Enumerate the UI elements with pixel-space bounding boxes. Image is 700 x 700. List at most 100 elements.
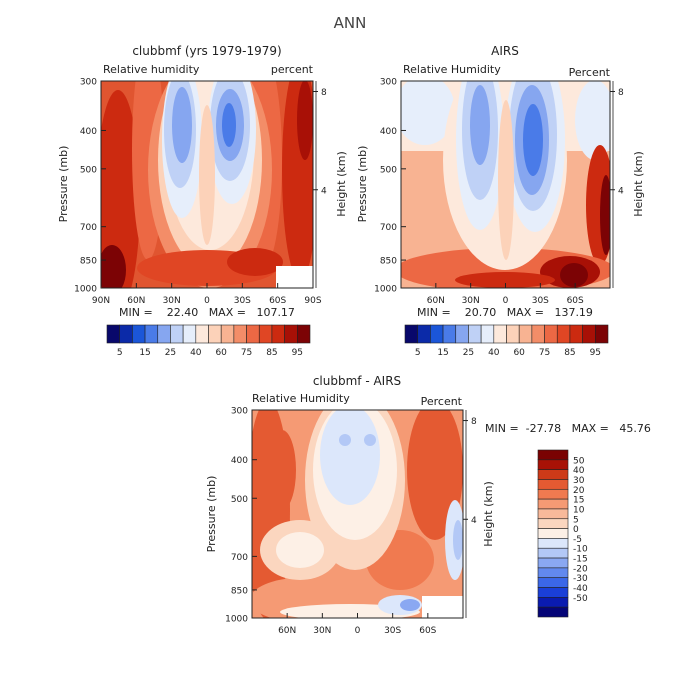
panel-obs-colorbar-swatch <box>442 324 457 344</box>
panel-diff-colorbar-swatch <box>537 606 569 618</box>
panel-obs-right-tick-label: 8 <box>618 88 624 98</box>
panel-model-colorbar-swatch <box>258 324 273 344</box>
panel-obs-ytick-label: 700 <box>380 223 397 233</box>
panel-obs-colorbar-swatch <box>569 324 583 344</box>
panel-obs-colorbar-swatch <box>518 324 533 344</box>
panel-obs-colorbar-swatch <box>404 324 418 344</box>
panel-diff-ytick-label: 1000 <box>225 615 248 625</box>
panel-diff-subtitle-right: Percent <box>421 395 463 408</box>
panel-obs-xtick-label: 60S <box>567 296 584 306</box>
panel-diff-colorbar-swatch <box>537 528 569 539</box>
panel-diff-title: clubbmf - AIRS <box>313 374 401 388</box>
panel-model-right-tick-label: 8 <box>321 88 327 98</box>
panel-model-ytick-label: 300 <box>80 78 97 88</box>
panel-obs-title: AIRS <box>491 44 519 58</box>
panel-diff-colorbar-swatch <box>537 577 569 588</box>
panel-obs-xtick-label: 0 <box>503 296 509 306</box>
panel-diff-colorbar-swatch <box>537 567 569 579</box>
panel-model-colorbar-swatch <box>233 324 247 344</box>
panel-obs-colorbar-swatch <box>468 324 482 344</box>
panel-model-field <box>101 81 313 288</box>
panel-model-xtick-label: 0 <box>204 296 210 306</box>
panel-obs-subtitle-left: Relative Humidity <box>403 63 501 76</box>
panel-diff-colorbar-swatch <box>537 557 569 569</box>
panel-model-xtick-label: 60N <box>127 296 145 306</box>
panel-model-xtick-label: 60S <box>269 296 286 306</box>
panel-diff-colorbar-label: -10 <box>573 545 588 555</box>
panel-obs-colorbar-swatch <box>480 324 495 344</box>
panel-obs-ylabel: Pressure (mb) <box>356 146 369 223</box>
panel-diff-field <box>252 410 463 618</box>
panel-model-colorbar-label: 25 <box>165 348 176 358</box>
panel-obs-field <box>401 81 610 288</box>
panel-model-colorbar-swatch <box>157 324 171 344</box>
panel-diff-colorbar-swatch <box>537 587 569 598</box>
panel-obs-ytick-label: 1000 <box>374 285 397 295</box>
panel-model-colorbar-swatch <box>297 324 311 344</box>
panel-obs-colorbar-label: 15 <box>437 348 448 358</box>
panel-model-colorbar-swatch <box>271 324 285 344</box>
panel-obs-colorbar-swatch <box>531 324 545 344</box>
panel-diff-colorbar-swatch <box>537 518 569 529</box>
panel-diff-ytick-label: 300 <box>231 407 248 417</box>
panel-model-ylabel: Pressure (mb) <box>57 146 70 223</box>
panel-obs-xtick-label: 60N <box>427 296 445 306</box>
panel-diff-ylabel-right: Height (km) <box>482 481 495 547</box>
panel-obs-colorbar-label: 5 <box>415 348 421 358</box>
panel-model-ytick-label: 1000 <box>74 285 97 295</box>
panel-diff-stats: MIN = -27.78 MAX = 45.76 <box>485 422 651 435</box>
panel-model-right-tick-label: 4 <box>321 186 327 196</box>
panel-obs-colorbar-label: 60 <box>513 348 525 358</box>
panel-diff-colorbar-swatch <box>537 459 569 470</box>
panel-diff-colorbar-swatch <box>537 508 569 520</box>
panel-diff-colorbar-label: -30 <box>573 574 588 584</box>
panel-obs-right-tick-label: 4 <box>618 186 624 196</box>
panel-diff-colorbar-label: -50 <box>573 594 588 604</box>
panel-obs-colorbar-label: 25 <box>463 348 474 358</box>
panel-diff-colorbar-swatch <box>537 449 569 461</box>
panel-diff-xtick-label: 60N <box>278 626 296 636</box>
panel-model-colorbar-swatch <box>144 324 159 344</box>
panel-model-colorbar-swatch <box>284 324 298 344</box>
panel-diff-colorbar-label: 15 <box>573 496 584 506</box>
panel-diff-right-tick-label: 4 <box>471 516 477 526</box>
panel-model-colorbar-swatch <box>220 324 235 344</box>
panel-obs-colorbar-swatch <box>417 324 431 344</box>
panel-model-xtick-label: 30N <box>163 296 181 306</box>
panel-diff-ytick-label: 850 <box>231 586 248 596</box>
panel-model-colorbar-label: 75 <box>241 348 252 358</box>
panel-obs-colorbar-swatch <box>455 324 469 344</box>
panel-obs-xtick-label: 30S <box>532 296 549 306</box>
panel-obs-xtick-label: 30N <box>462 296 480 306</box>
panel-model-colorbar-swatch <box>119 324 133 344</box>
panel-diff-colorbar-swatch <box>537 597 569 608</box>
panel-diff-colorbar-label: -20 <box>573 564 588 574</box>
panel-diff-colorbar-label: -5 <box>573 535 582 545</box>
panel-diff-colorbar-label: 50 <box>573 456 585 466</box>
panel-model-colorbar-swatch <box>106 324 120 344</box>
panel-diff-right-tick-label: 8 <box>471 417 477 427</box>
panel-diff-subtitle-left: Relative Humidity <box>252 392 350 405</box>
panel-obs-ytick-label: 400 <box>380 127 397 137</box>
panel-model-colorbar-label: 15 <box>139 348 150 358</box>
panel-diff-colorbar-swatch <box>537 469 569 480</box>
panel-model-title: clubbmf (yrs 1979-1979) <box>132 44 281 58</box>
panel-obs-ylabel-right: Height (km) <box>632 151 645 217</box>
panel-diff-colorbar-label: 10 <box>573 505 585 515</box>
panel-diff-xtick-label: 30S <box>384 626 401 636</box>
panel-model-colorbar-label: 85 <box>266 348 277 358</box>
panel-model-subtitle-left: Relative humidity <box>103 63 200 76</box>
panel-obs-ytick-label: 500 <box>380 165 397 175</box>
panel-diff-colorbar-label: -40 <box>573 584 588 594</box>
panel-model: clubbmf (yrs 1979-1979) Relative humidit… <box>57 44 348 358</box>
panel-obs-colorbar-swatch <box>430 324 444 344</box>
figure-title: ANN <box>334 14 367 32</box>
panel-diff-colorbar-swatch <box>537 538 569 549</box>
panel-model-xtick-label: 90S <box>304 296 321 306</box>
panel-diff-colorbar-label: 5 <box>573 515 579 525</box>
panel-model-colorbar-swatch <box>208 324 222 344</box>
panel-model-subtitle-right: percent <box>271 63 314 76</box>
panel-model-xtick-label: 90N <box>92 296 110 306</box>
panel-diff-colorbar-swatch <box>537 479 569 490</box>
